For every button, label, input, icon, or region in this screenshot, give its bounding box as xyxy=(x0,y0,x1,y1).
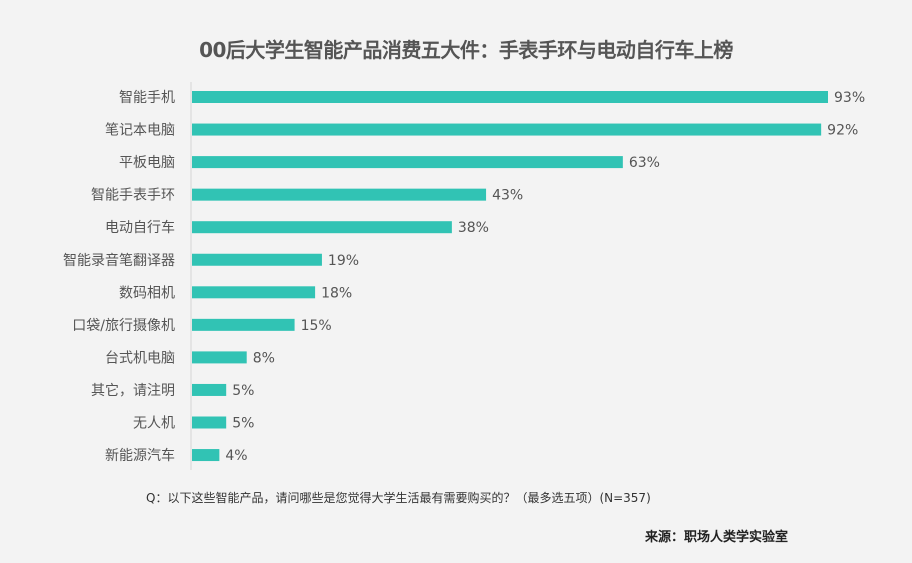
data-label: 38% xyxy=(458,220,489,236)
category-label: 平板电脑 xyxy=(119,155,175,171)
bar xyxy=(192,221,452,234)
survey-question: Q：以下这些智能产品，请问哪些是您觉得大学生活最有需要购买的？（最多选五项）(N… xyxy=(146,491,651,505)
bar xyxy=(192,416,227,429)
chart-title: 00后大学生智能产品消费五大件：手表手环与电动自行车上榜 xyxy=(199,38,733,62)
bar xyxy=(192,156,623,169)
data-label: 18% xyxy=(321,285,352,301)
category-label: 智能手表手环 xyxy=(91,188,175,204)
category-label: 数码相机 xyxy=(119,285,175,301)
data-label: 93% xyxy=(834,90,865,106)
bar xyxy=(192,91,828,103)
category-label: 电动自行车 xyxy=(105,219,175,236)
data-label: 15% xyxy=(301,318,332,334)
bar xyxy=(192,383,227,396)
data-label: 4% xyxy=(225,448,247,464)
category-label: 笔记本电脑 xyxy=(105,123,175,139)
data-label: 5% xyxy=(232,383,254,399)
data-label: 43% xyxy=(492,188,523,204)
data-label: 5% xyxy=(232,416,254,432)
bar xyxy=(192,253,322,266)
bar xyxy=(192,188,487,201)
data-label: 19% xyxy=(328,253,359,269)
bar xyxy=(192,449,220,462)
data-label: 92% xyxy=(827,123,858,139)
category-label: 智能手机 xyxy=(119,90,175,106)
category-label: 台式机电脑 xyxy=(105,350,175,366)
category-label: 新能源汽车 xyxy=(105,447,175,464)
source-note: 来源：职场人类学实验室 xyxy=(644,530,788,545)
data-label: 63% xyxy=(629,155,660,171)
bar xyxy=(192,351,247,364)
bar xyxy=(192,318,295,331)
bar xyxy=(192,286,316,299)
category-label: 智能录音笔翻译器 xyxy=(63,252,175,269)
category-label: 口袋/旅行摄像机 xyxy=(72,318,175,334)
bar xyxy=(192,123,822,136)
category-label: 其它，请注明 xyxy=(91,382,175,399)
data-label: 8% xyxy=(253,350,275,366)
category-label: 无人机 xyxy=(133,416,175,432)
